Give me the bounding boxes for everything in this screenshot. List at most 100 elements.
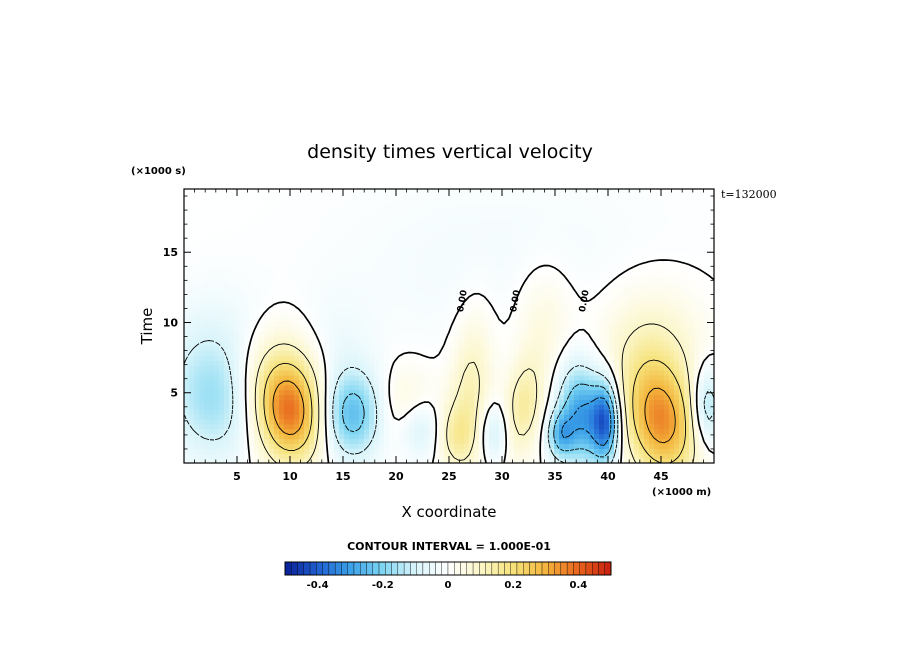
heatmap-cell — [314, 360, 320, 366]
heatmap-cell — [429, 301, 435, 308]
heatmap-cell — [344, 306, 350, 312]
heatmap-cell — [454, 379, 460, 386]
heatmap-cell — [629, 291, 635, 298]
heatmap-cell — [359, 418, 365, 425]
heatmap-cell — [224, 350, 230, 356]
heatmap-cell — [389, 379, 395, 386]
heatmap-cell — [264, 316, 270, 322]
heatmap-cell — [334, 458, 340, 463]
heatmap-cell — [329, 350, 335, 356]
heatmap-cell — [409, 389, 415, 396]
heatmap-cell — [624, 389, 630, 396]
heatmap-cell — [384, 394, 390, 400]
heatmap-cell — [599, 458, 605, 463]
heatmap-cell — [619, 370, 625, 376]
heatmap-cell — [459, 306, 465, 312]
heatmap-cell — [704, 414, 710, 420]
heatmap-cell — [324, 379, 330, 386]
heatmap-cell — [189, 453, 195, 459]
heatmap-cell — [529, 326, 535, 332]
heatmap-cell — [704, 384, 710, 391]
heatmap-cell — [354, 330, 360, 337]
heatmap-cell — [494, 423, 500, 430]
heatmap-cell — [499, 433, 505, 440]
heatmap-cell — [684, 428, 690, 435]
heatmap-cell — [699, 423, 705, 430]
heatmap-cell — [519, 286, 525, 293]
heatmap-cell — [459, 257, 465, 263]
heatmap-cell — [519, 448, 525, 454]
heatmap-cell — [429, 414, 435, 420]
heatmap-cell — [209, 237, 215, 244]
heatmap-cell — [424, 443, 430, 449]
heatmap-cell — [229, 311, 235, 317]
heatmap-cell — [289, 326, 295, 332]
heatmap-cell — [664, 281, 670, 288]
heatmap-cell — [429, 433, 435, 440]
heatmap-cell — [329, 453, 335, 459]
heatmap-cell — [674, 267, 680, 273]
heatmap-cell — [419, 418, 425, 425]
heatmap-cell — [209, 262, 215, 268]
heatmap-cell — [479, 316, 485, 322]
heatmap-cell — [359, 355, 365, 361]
heatmap-cell — [639, 233, 645, 239]
heatmap-cell — [594, 316, 600, 322]
heatmap-cell — [524, 286, 530, 293]
heatmap-cell — [209, 370, 215, 376]
heatmap-cell — [364, 242, 370, 249]
heatmap-cell — [324, 345, 330, 352]
heatmap-cell — [564, 355, 570, 361]
heatmap-cell — [254, 384, 260, 391]
heatmap-cell — [399, 286, 405, 293]
heatmap-cell — [269, 257, 275, 263]
heatmap-cell — [479, 399, 485, 405]
heatmap-cell — [704, 237, 710, 244]
heatmap-cell — [614, 316, 620, 322]
heatmap-cell — [669, 291, 675, 298]
heatmap-cell — [414, 453, 420, 459]
heatmap-cell — [369, 335, 375, 342]
heatmap-cell — [259, 448, 265, 454]
heatmap-cell — [529, 233, 535, 239]
heatmap-cell — [569, 330, 575, 337]
heatmap-cell — [679, 389, 685, 396]
heatmap-cell — [229, 399, 235, 405]
heatmap-cell — [384, 384, 390, 391]
heatmap-cell — [624, 257, 630, 263]
heatmap-cell — [669, 345, 675, 352]
heatmap-cell — [234, 345, 240, 352]
heatmap-cell — [614, 262, 620, 268]
heatmap-cell — [699, 296, 705, 303]
heatmap-cell — [589, 399, 595, 405]
heatmap-cell — [289, 252, 295, 259]
heatmap-cell — [604, 453, 610, 459]
heatmap-cell — [464, 409, 470, 415]
heatmap-cell — [684, 277, 690, 283]
heatmap-cell — [359, 301, 365, 308]
heatmap-cell — [409, 321, 415, 327]
heatmap-cell — [649, 360, 655, 366]
heatmap-cell — [354, 433, 360, 440]
heatmap-cell — [234, 379, 240, 386]
heatmap-cell — [204, 267, 210, 273]
heatmap-cell — [199, 360, 205, 366]
heatmap-cell — [369, 296, 375, 303]
heatmap-cell — [289, 277, 295, 283]
heatmap-cell — [354, 272, 360, 278]
heatmap-cell — [674, 321, 680, 327]
heatmap-cell — [184, 228, 190, 234]
heatmap-cell — [699, 379, 705, 386]
heatmap-cell — [269, 438, 275, 445]
heatmap-cell — [699, 399, 705, 405]
heatmap-cell — [354, 428, 360, 435]
heatmap-cell — [204, 340, 210, 347]
heatmap-cell — [654, 370, 660, 376]
heatmap-cell — [629, 409, 635, 415]
heatmap-cell — [564, 296, 570, 303]
heatmap-cell — [484, 404, 490, 410]
heatmap-cell — [424, 233, 430, 239]
heatmap-cell — [424, 291, 430, 298]
heatmap-cell — [294, 296, 300, 303]
heatmap-cell — [629, 272, 635, 278]
